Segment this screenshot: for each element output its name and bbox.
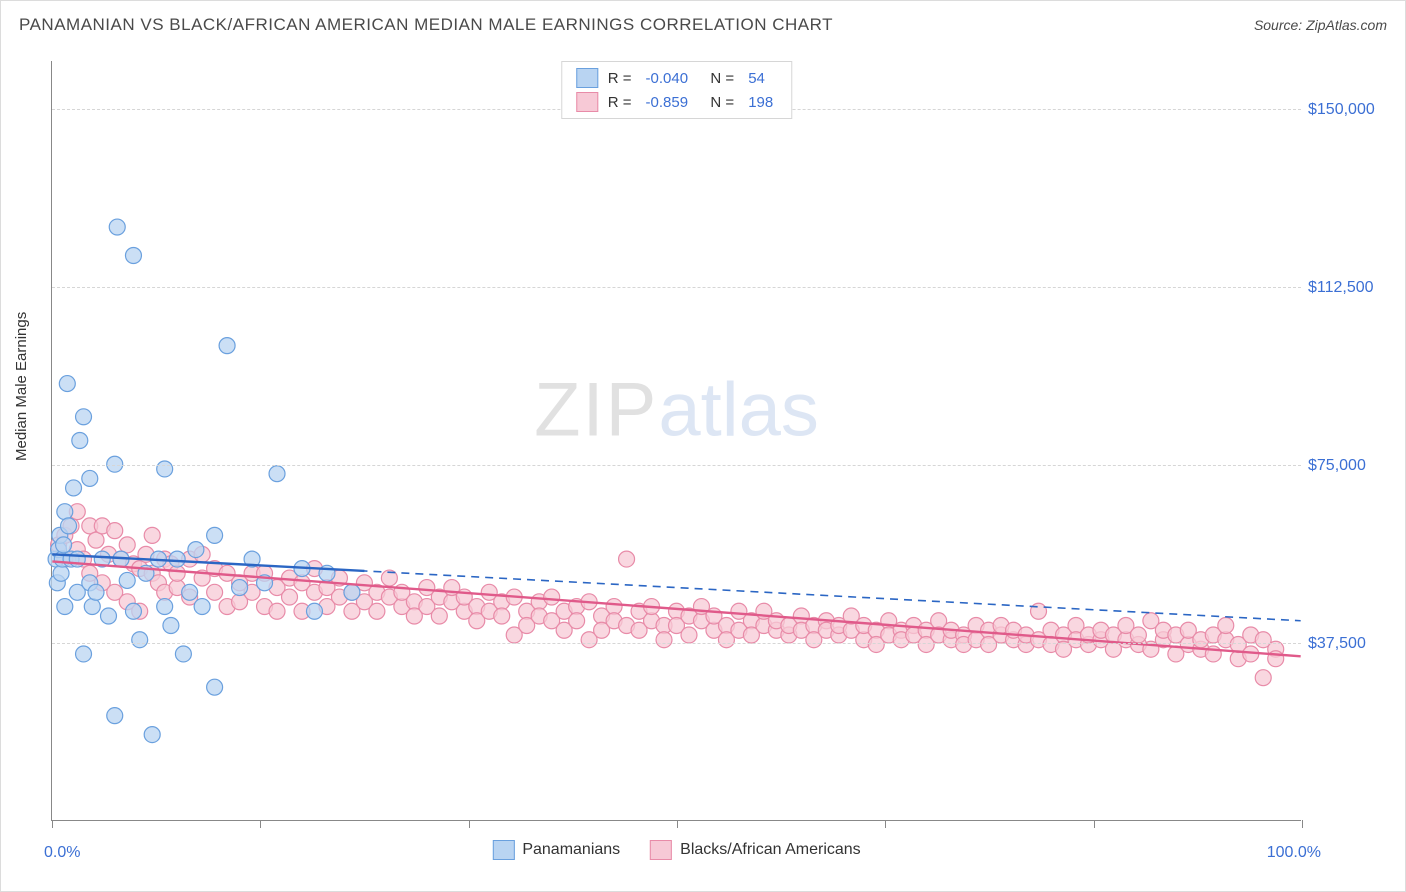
gridline: $75,000 <box>52 465 1301 466</box>
series-name-1: Blacks/African Americans <box>680 841 861 859</box>
x-tick <box>1302 820 1303 828</box>
n-value-0: 54 <box>748 70 765 87</box>
x-tick <box>885 820 886 828</box>
plot-area: ZIPatlas R = -0.040 N = 54 R = -0.859 N … <box>51 61 1301 821</box>
chart-title: PANAMANIAN VS BLACK/AFRICAN AMERICAN MED… <box>19 15 833 35</box>
chart-container: PANAMANIAN VS BLACK/AFRICAN AMERICAN MED… <box>0 0 1406 892</box>
x-tick <box>52 820 53 828</box>
x-tick <box>1094 820 1095 828</box>
x-min-label: 0.0% <box>44 844 80 862</box>
swatch2-black-icon <box>650 840 672 860</box>
legend-row-panamanians: R = -0.040 N = 54 <box>562 66 791 90</box>
y-tick-label: $150,000 <box>1308 101 1393 119</box>
correlation-legend: R = -0.040 N = 54 R = -0.859 N = 198 <box>561 61 792 119</box>
x-tick <box>469 820 470 828</box>
header: PANAMANIAN VS BLACK/AFRICAN AMERICAN MED… <box>1 1 1405 45</box>
y-tick-label: $112,500 <box>1308 279 1393 297</box>
legend-item-black: Blacks/African Americans <box>650 840 861 860</box>
scatter-svg <box>52 61 1301 820</box>
x-tick <box>260 820 261 828</box>
n-value-1: 198 <box>748 94 773 111</box>
legend-item-panamanians: Panamanians <box>492 840 620 860</box>
y-tick-label: $75,000 <box>1308 457 1393 475</box>
swatch2-panamanians-icon <box>492 840 514 860</box>
source-label: Source: ZipAtlas.com <box>1254 17 1387 33</box>
series-legend: Panamanians Blacks/African Americans <box>492 840 860 860</box>
x-tick <box>677 820 678 828</box>
swatch-black-icon <box>576 92 598 112</box>
legend-row-black: R = -0.859 N = 198 <box>562 90 791 114</box>
swatch-panamanians-icon <box>576 68 598 88</box>
x-max-label: 100.0% <box>1267 844 1321 862</box>
r-value-1: -0.859 <box>646 94 689 111</box>
r-value-0: -0.040 <box>646 70 689 87</box>
series-name-0: Panamanians <box>522 841 620 859</box>
y-axis-label: Median Male Earnings <box>13 312 30 461</box>
gridline: $37,500 <box>52 643 1301 644</box>
y-tick-label: $37,500 <box>1308 635 1393 653</box>
gridline: $112,500 <box>52 287 1301 288</box>
